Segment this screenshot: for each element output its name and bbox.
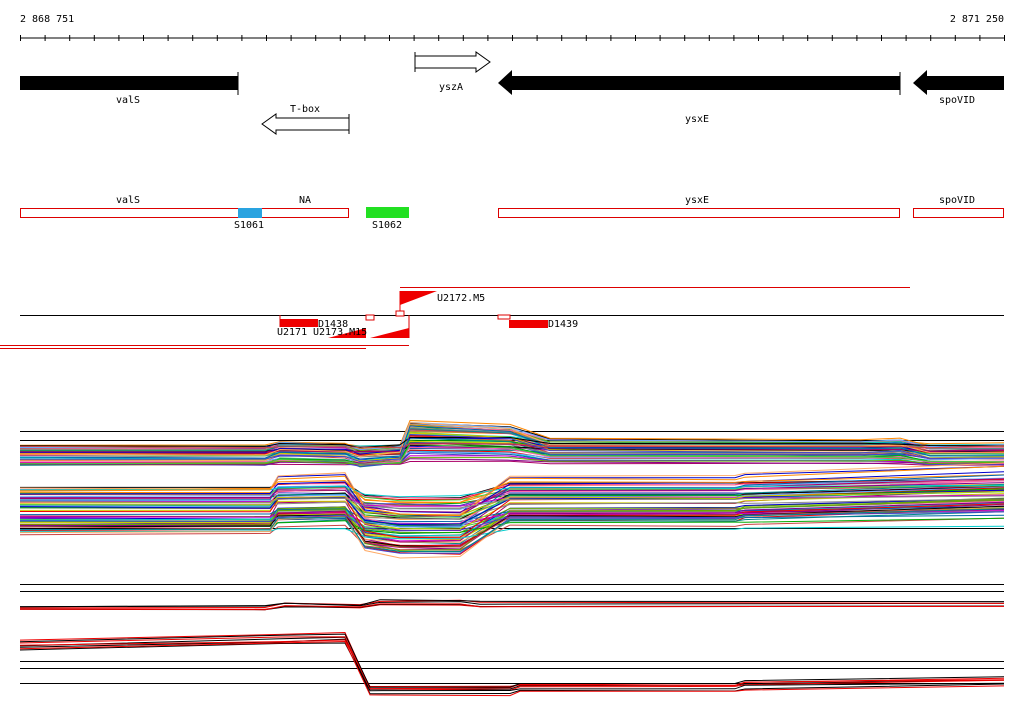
profile-line — [19, 458, 1005, 466]
feature-flag — [328, 328, 366, 338]
profile-line — [19, 442, 1005, 453]
expression-profiles — [19, 419, 1005, 697]
gene-label: ysxE — [685, 114, 709, 125]
segment — [913, 208, 1004, 218]
profile-line — [19, 488, 1005, 507]
profile-line — [19, 511, 1005, 532]
feature-label: U2172.M5 — [437, 293, 485, 304]
feature-flag — [400, 291, 437, 305]
profile-line — [19, 460, 1005, 466]
profile-line — [20, 493, 1005, 530]
profile-line — [19, 474, 1005, 503]
site — [366, 207, 409, 218]
feature-label: U2171 — [277, 327, 307, 338]
feature-track: U2172.M5 D1438 U2171 U2173.M15 D1439 — [0, 287, 1004, 349]
gene-arrow — [498, 70, 900, 95]
site-label: S1061 — [234, 220, 264, 231]
profile-line — [19, 498, 1005, 520]
profile-line — [19, 422, 1005, 458]
profile-line — [19, 506, 1005, 523]
profile-line — [19, 505, 1005, 548]
profile-line — [19, 640, 1005, 697]
feature-block — [509, 320, 548, 328]
site — [238, 208, 262, 218]
gene-label: valS — [116, 95, 140, 106]
profile-line — [19, 508, 1005, 553]
profile-line — [19, 510, 1005, 525]
profile-line — [19, 525, 1005, 540]
profile-line — [19, 446, 1005, 465]
profile-line — [19, 433, 1005, 463]
segment — [20, 208, 349, 218]
profile-line — [19, 636, 1005, 695]
profile-line — [20, 484, 1005, 498]
gene-arrow — [414, 51, 491, 73]
profile-line — [19, 517, 1005, 551]
feature-box — [497, 314, 511, 320]
gene-track: valS yszA ysxE spoVID T-box — [20, 51, 1004, 135]
profile-line — [19, 599, 1005, 608]
profile-line — [19, 642, 1005, 692]
profile-line — [20, 457, 1005, 465]
gene-arrow — [913, 70, 1004, 95]
feature-label: D1438 — [318, 319, 348, 330]
gene-label: yszA — [439, 82, 463, 93]
profile-line — [19, 633, 1005, 688]
segment-label: NA — [299, 195, 311, 206]
profile-line — [19, 498, 1005, 551]
ruler-start: 2 868 751 — [20, 14, 74, 25]
gene-arrow — [20, 76, 238, 90]
feature-label: D1439 — [548, 319, 578, 330]
feature-box — [365, 314, 375, 321]
site-label: S1062 — [372, 220, 402, 231]
profile-line — [19, 465, 1005, 517]
feature-block — [280, 319, 318, 327]
profile-line — [19, 485, 1005, 502]
gene-label: T-box — [290, 104, 320, 115]
profile-line — [19, 636, 1005, 690]
feature-box — [395, 310, 405, 317]
gene-label: spoVID — [939, 95, 975, 106]
profile-line — [19, 495, 1005, 509]
profile-line — [19, 437, 1005, 449]
segment-label: ysxE — [685, 195, 709, 206]
ruler-ticks — [20, 35, 1005, 41]
profile-line — [19, 425, 1005, 460]
segment-label: spoVID — [939, 195, 975, 206]
profile-line — [19, 599, 1005, 609]
profile-line — [19, 603, 1005, 611]
profile-line — [19, 443, 1005, 449]
feature-label: U2173.M15 — [313, 327, 367, 338]
segment-label: valS — [116, 195, 140, 206]
segment-track: valS NA ysxE spoVID S1061 S1062 — [20, 195, 1004, 231]
profile-line — [19, 480, 1005, 500]
feature-flag — [370, 328, 409, 338]
profile-line — [19, 482, 1005, 513]
ruler-end: 2 871 250 — [950, 14, 1004, 25]
segment — [498, 208, 900, 218]
